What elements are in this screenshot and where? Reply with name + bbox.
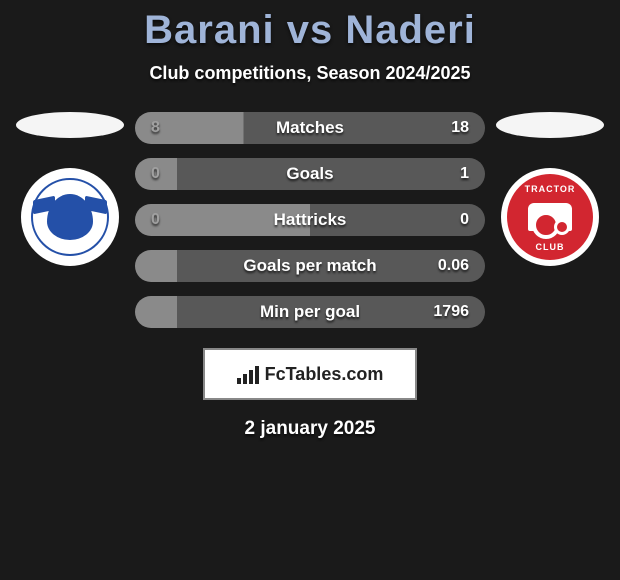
right-column: TRACTOR CLUB [495,112,605,266]
player-placeholder-right [496,112,604,138]
stat-row: 8 Matches 18 [135,112,485,144]
date-text: 2 january 2025 [0,418,620,440]
stat-row: 0 Hattricks 0 [135,204,485,236]
stat-label: Min per goal [260,302,360,322]
stat-right-value: 1 [460,165,469,183]
right-club-top-text: TRACTOR [525,184,576,194]
tractor-icon [528,203,572,231]
comparison-card: Barani vs Naderi Club competitions, Seas… [0,0,620,440]
stat-left-value: 0 [151,165,160,183]
brand-text: FcTables.com [265,364,384,385]
main-row: 8 Matches 18 0 Goals 1 0 Hattricks 0 Goals per ma… [0,112,620,328]
stat-row: 0 Goals 1 [135,158,485,190]
stats-list: 8 Matches 18 0 Goals 1 0 Hattricks 0 Goals per ma… [135,112,485,328]
barchart-icon [237,364,259,384]
brand-box[interactable]: FcTables.com [203,348,417,400]
left-club-badge [21,168,119,266]
stat-label: Matches [276,118,344,138]
stat-right-value: 0 [460,211,469,229]
left-club-inner [31,178,109,256]
stat-right-value: 18 [451,119,469,137]
stat-row: Goals per match 0.06 [135,250,485,282]
stat-label: Hattricks [274,210,347,230]
page-title: Barani vs Naderi [0,8,620,53]
right-club-badge: TRACTOR CLUB [501,168,599,266]
stat-right-value: 0.06 [438,257,469,275]
subtitle: Club competitions, Season 2024/2025 [0,63,620,84]
stat-label: Goals per match [243,256,376,276]
right-club-bottom-text: CLUB [536,242,565,252]
stat-label: Goals [286,164,333,184]
left-club-core-icon [47,194,93,240]
stat-row: Min per goal 1796 [135,296,485,328]
player-placeholder-left [16,112,124,138]
stat-left-value: 0 [151,211,160,229]
right-club-inner: TRACTOR CLUB [507,174,593,260]
stat-right-value: 1796 [433,303,469,321]
stat-left-value: 8 [151,119,160,137]
left-column [15,112,125,266]
